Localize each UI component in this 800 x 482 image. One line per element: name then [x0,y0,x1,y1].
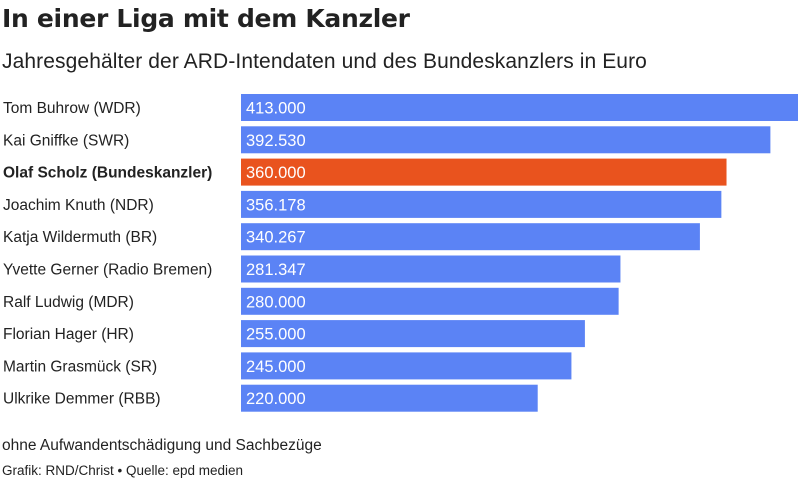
category-label: Joachim Knuth (NDR) [3,197,154,214]
bar [241,126,771,154]
category-label: Kai Gniffke (SWR) [3,132,129,149]
category-label: Tom Buhrow (WDR) [3,100,141,117]
chart-title: In einer Liga mit dem Kanzler [2,4,410,33]
bar [241,255,621,283]
category-label: Yvette Gerner (Radio Bremen) [3,262,212,279]
bar [241,320,585,348]
bar [241,352,572,380]
category-label: Ulkrike Demmer (RBB) [3,391,161,408]
category-label: Ralf Ludwig (MDR) [3,294,134,311]
chart-source: Grafik: RND/Christ • Quelle: epd medien [2,463,244,478]
bar-value-label: 255.000 [246,326,306,344]
category-label: Florian Hager (HR) [3,326,134,343]
bar-value-label: 220.000 [246,390,306,408]
category-label: Olaf Scholz (Bundeskanzler) [3,165,212,182]
bar [241,223,700,251]
bar-chart: Tom Buhrow (WDR) 413.000 Kai Gniffke (SWR)… [3,94,798,412]
bar-value-label: 356.178 [246,196,306,214]
bar [241,190,722,218]
bar-value-label: 392.530 [246,132,306,150]
chart-note: ohne Aufwandentschädigung und Sachbezüge [2,437,322,454]
category-label: Katja Wildermuth (BR) [3,229,157,246]
chart-subtitle: Jahresgehälter der ARD-Intendaten und de… [2,50,647,73]
bar-value-label: 281.347 [246,261,306,279]
bar [241,287,619,315]
bar [241,384,538,412]
bar-value-label: 360.000 [246,164,306,182]
bar [241,94,798,121]
bar-value-label: 413.000 [246,100,306,118]
bar-value-label: 340.267 [246,229,306,247]
bar [241,158,727,186]
bar-value-label: 245.000 [246,358,306,376]
category-label: Martin Grasmück (SR) [3,358,157,375]
bar-value-label: 280.000 [246,293,306,311]
